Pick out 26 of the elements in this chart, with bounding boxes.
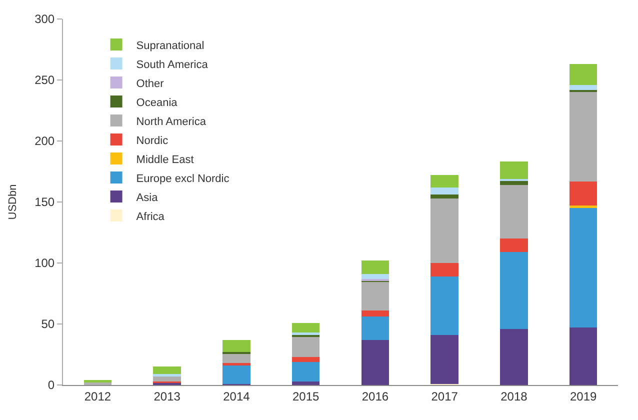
legend-label: Africa	[136, 210, 166, 223]
y-tick-label: 150	[34, 195, 55, 210]
legend-label: Oceania	[136, 96, 178, 109]
x-tick-label: 2015	[292, 389, 320, 404]
y-tick-label: 50	[41, 317, 55, 332]
x-tick-label: 2016	[362, 389, 389, 404]
legend-label: Middle East	[136, 154, 194, 166]
y-axis-title: USDbn	[7, 184, 20, 220]
x-tick-label: 2014	[223, 389, 250, 404]
legend-label: South America	[136, 58, 209, 71]
legend-label: North America	[136, 116, 207, 128]
y-tick-label: 0	[48, 378, 55, 392]
legend-label: Asia	[136, 192, 159, 204]
x-tick-label: 2013	[154, 389, 181, 404]
y-tick-label: 300	[34, 12, 55, 26]
legend-label: Nordic	[136, 134, 169, 147]
x-tick-label: 2018	[500, 389, 528, 404]
y-tick-label: 250	[34, 73, 55, 88]
y-tick-label: 200	[34, 134, 55, 148]
x-tick-label: 2019	[570, 389, 597, 404]
legend-label: Other	[136, 78, 164, 90]
legend-label: Europe excl Nordic	[136, 172, 230, 185]
x-tick-label: 2012	[84, 389, 112, 404]
legend-label: Supranational	[136, 40, 204, 52]
y-tick-label: 100	[34, 256, 55, 270]
x-tick-label: 2017	[431, 389, 458, 404]
